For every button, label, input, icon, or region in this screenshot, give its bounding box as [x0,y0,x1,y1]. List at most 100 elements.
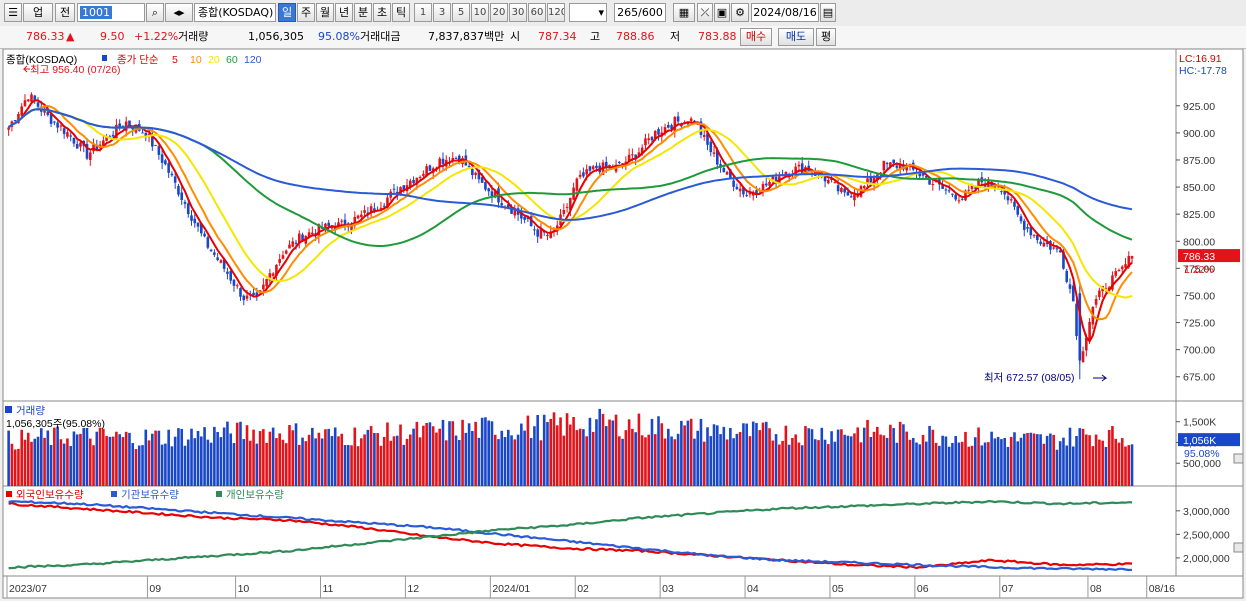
volume-bar [36,436,40,486]
date-tick-label: 06 [917,583,929,595]
interval-button-5[interactable]: 5 [452,3,470,22]
candle-body [343,219,347,227]
volume-bar [59,439,63,486]
candle-body [1029,226,1033,236]
volume-bar [954,436,957,486]
sell-button[interactable]: 매도 [778,28,814,46]
candle-body [95,144,99,150]
candle-body [409,180,412,188]
volume-bar [1075,435,1078,486]
prev-button[interactable]: 전 [55,3,75,22]
volume-bar [219,437,223,486]
period-tab-3[interactable]: 년 [335,3,353,22]
volume-bar [252,429,255,486]
candle-body [569,197,572,210]
interval-dropdown[interactable]: ▾ [569,3,607,22]
volume-bar [608,419,611,486]
candle-body [222,259,226,269]
candle-body [823,176,827,182]
candle-body [1045,242,1049,245]
volume-bar [242,439,246,486]
candle-body [26,99,30,102]
volume-bar [320,438,324,486]
draw-tool-icon[interactable]: ⤫ [697,3,713,22]
menu-icon[interactable]: ☰ [4,3,22,22]
count-field[interactable]: 265/600 [614,3,666,22]
last-price-pct: 1.22% [1184,264,1214,276]
interval-button-1[interactable]: 1 [414,3,432,22]
gear-icon[interactable]: ⚙ [731,3,749,22]
date-field[interactable]: 2024/08/16 [751,3,819,22]
holding-line-2 [8,499,1133,570]
candle-body [124,121,128,131]
period-tab-0[interactable]: 일 [278,3,296,22]
interval-button-3[interactable]: 3 [433,3,451,22]
period-tab-1[interactable]: 주 [297,3,315,22]
volume-bar [529,437,533,486]
candle-body [800,163,804,174]
eval-button[interactable]: 평 [816,28,836,46]
volume-bar [546,421,549,486]
candle-body [889,162,892,167]
buy-button[interactable]: 매수 [740,28,772,46]
interval-button-10[interactable]: 10 [471,3,489,22]
candle-body [967,189,971,191]
candle-body [657,129,660,135]
save-icon[interactable]: ▣ [714,3,730,22]
candle-body [702,134,706,137]
candle-body [706,133,709,145]
volume-bar [353,427,357,486]
period-tab-2[interactable]: 월 [316,3,334,22]
candle-body [69,135,72,137]
market-select[interactable]: 업 [23,3,53,22]
stock-chart[interactable]: 925.00 900.00 875.00 850.00 825.00 800.00 775.… [0,49,1246,601]
volume-bar [1088,435,1091,486]
candle-body [203,233,206,237]
volume-bar [415,421,419,486]
calendar-icon[interactable]: ▤ [820,3,836,22]
interval-button-120[interactable]: 120 [547,3,565,22]
volume-bar [200,436,203,486]
volume-bar [784,425,788,486]
interval-button-60[interactable]: 60 [528,3,546,22]
candle-body [693,120,696,123]
volume-bar [33,438,37,486]
date-tick-label: 02 [577,583,589,595]
search-icon[interactable]: ⌕ [146,3,164,22]
volume-bar [154,430,157,486]
candle-body [226,271,229,274]
candle-body [1081,351,1085,363]
price-tick-label: 850.00 [1183,182,1215,194]
period-tab-5[interactable]: 초 [373,3,391,22]
volume-bar [389,440,393,486]
index-name-field[interactable]: 종합(KOSDAQ) [194,3,276,22]
volume-bar [879,434,882,486]
period-tab-4[interactable]: 분 [354,3,372,22]
candle-body [291,241,295,247]
chart-tools-icon[interactable]: ▦ [673,3,695,22]
candle-body [653,130,657,139]
code-input[interactable]: 1001 [77,3,145,22]
candle-body [591,166,595,170]
volume-bar [944,436,948,486]
legend-candle-icon [102,55,107,61]
candle-body [131,127,135,130]
volume-bar [23,439,27,486]
volume-bar [598,408,602,486]
candle-body [960,198,964,200]
volume-bar [1009,436,1013,486]
candle-body [947,190,951,192]
volume-bar [137,445,141,486]
interval-button-20[interactable]: 20 [490,3,508,22]
volume-bar [885,437,889,486]
volume-bar [255,443,259,486]
candle-body [115,124,118,139]
candle-body [196,222,200,227]
speaker-icon[interactable]: ◂▸ [165,3,193,22]
period-tab-6[interactable]: 틱 [392,3,410,22]
candle-body [670,125,673,130]
volume-bar [170,446,174,486]
volume-bar [533,426,536,486]
interval-button-30[interactable]: 30 [509,3,527,22]
